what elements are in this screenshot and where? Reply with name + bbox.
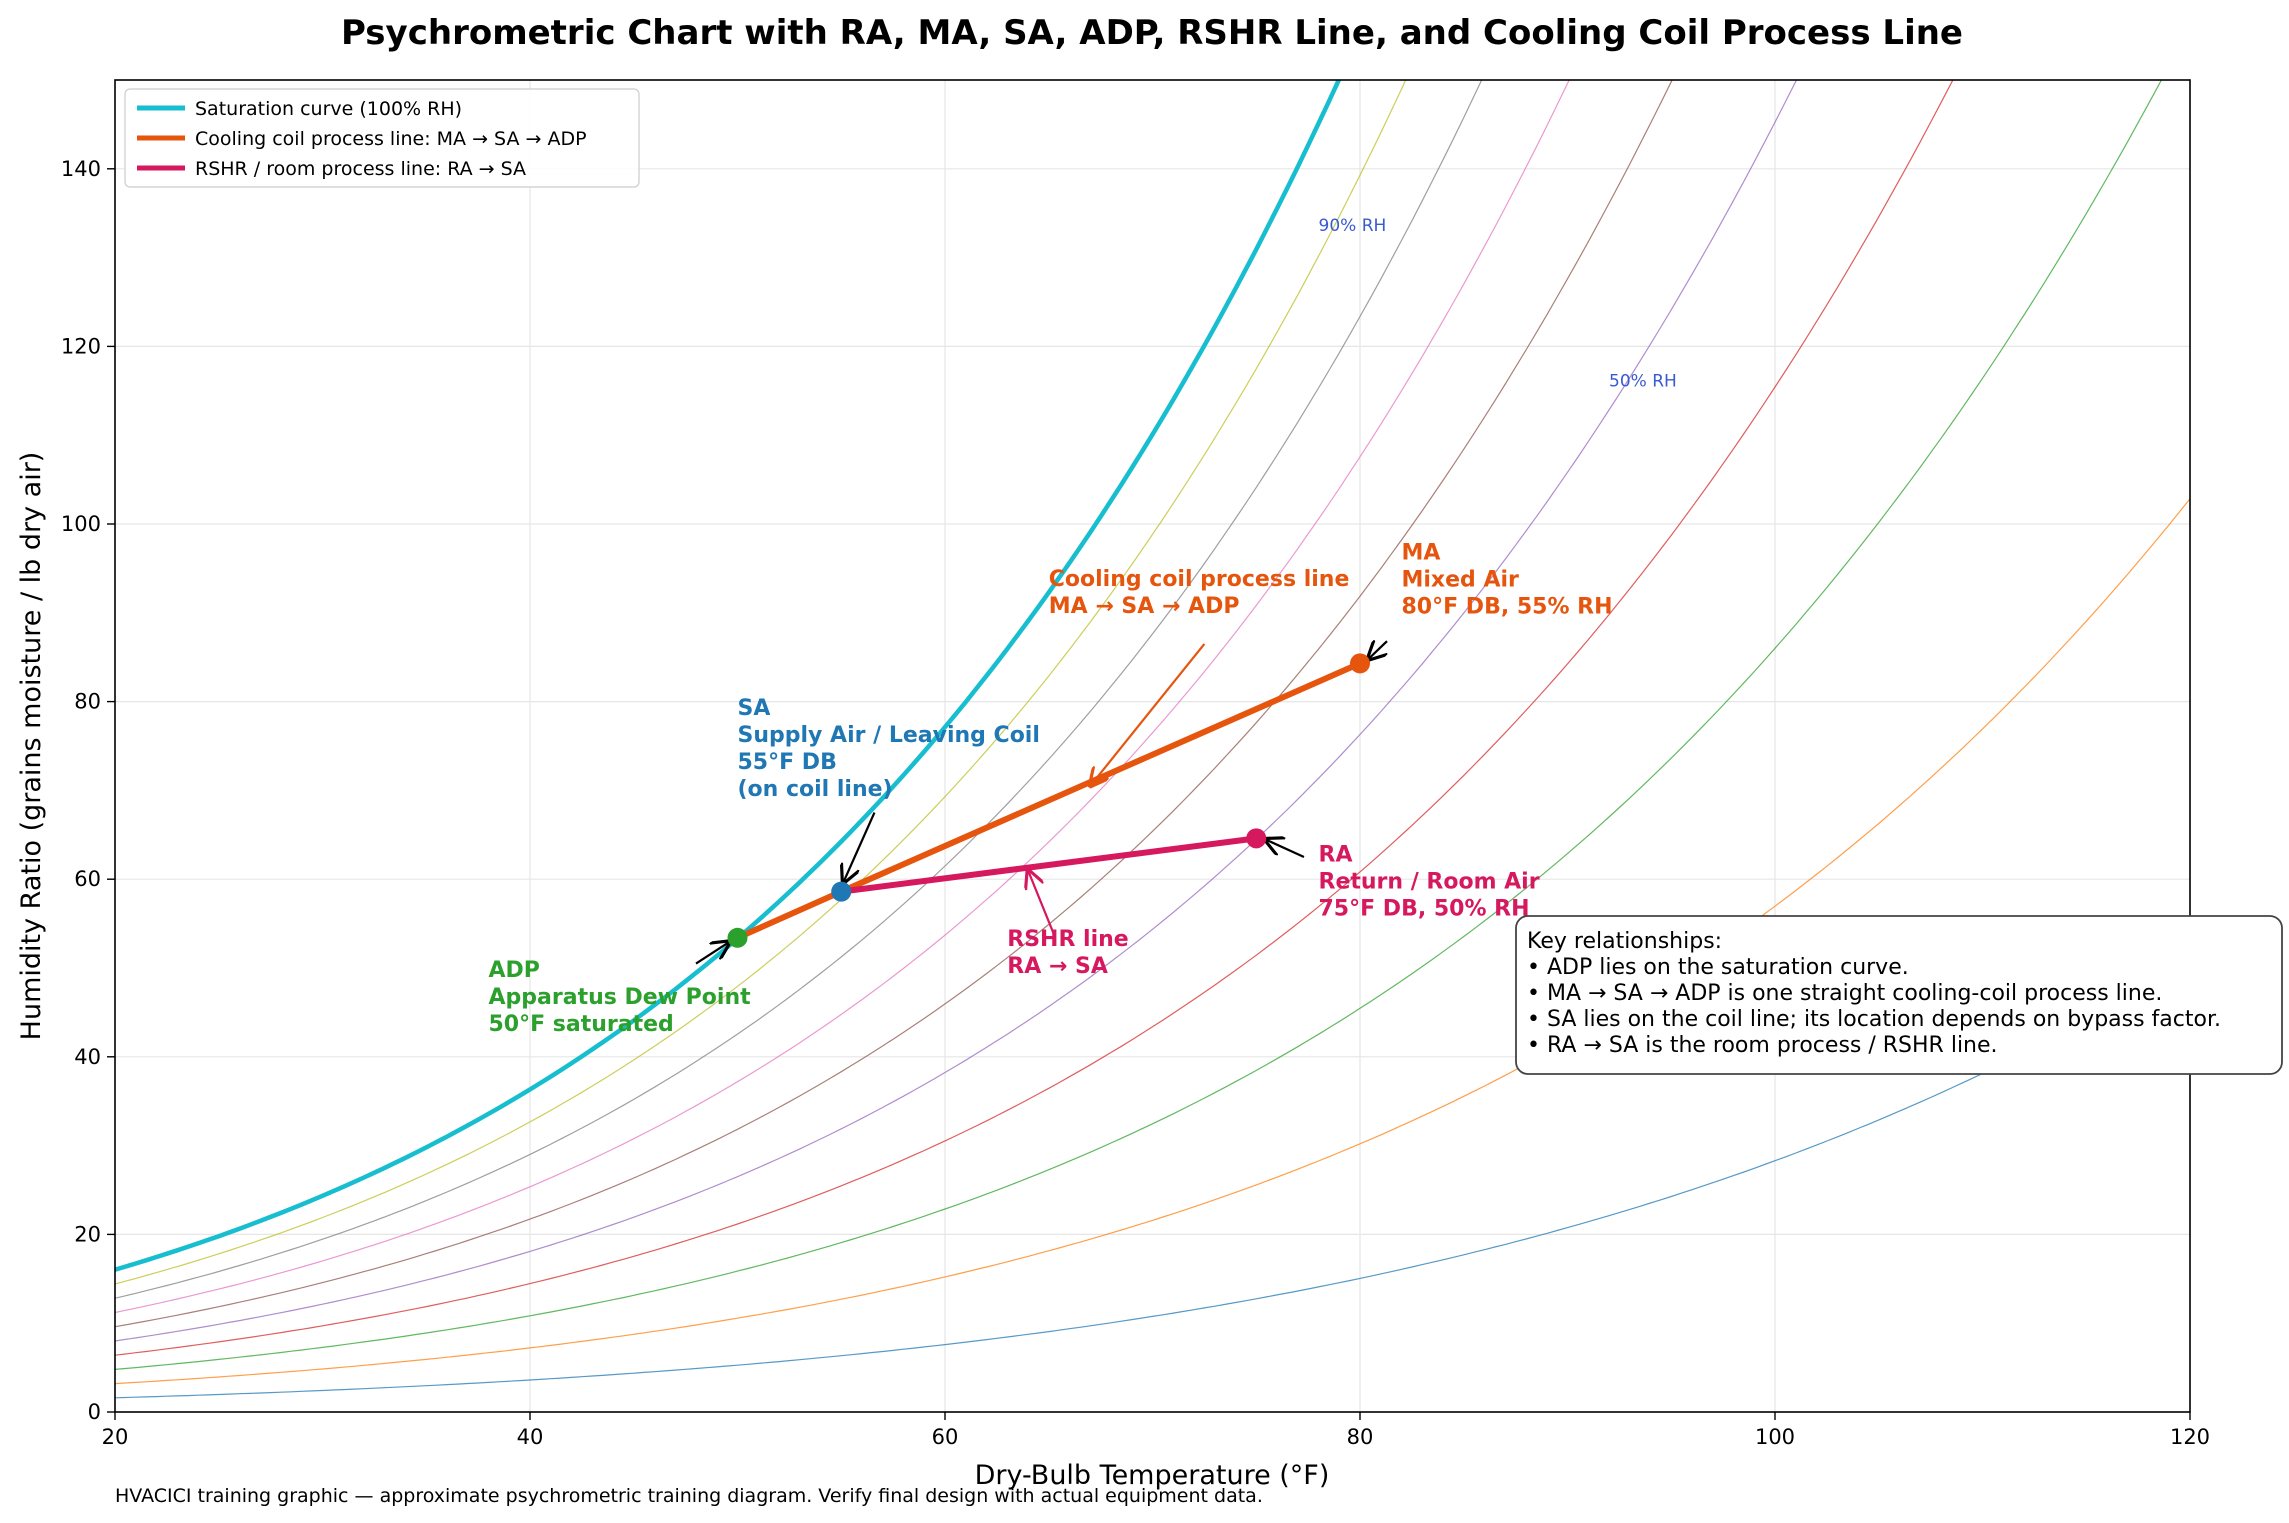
y-tick-label: 20	[74, 1222, 101, 1246]
x-tick-label: 40	[517, 1425, 544, 1449]
x-tick-label: 20	[102, 1425, 129, 1449]
arrow-ma	[1368, 641, 1388, 659]
key-box-line: • MA → SA → ADP is one straight cooling-…	[1527, 981, 2162, 1006]
y-tick-label: 0	[88, 1400, 101, 1424]
state-point-ra	[1246, 828, 1267, 849]
x-tick-label: 100	[1755, 1425, 1795, 1449]
arrow-sa	[843, 812, 876, 883]
legend: Saturation curve (100% RH) Cooling coil …	[124, 88, 640, 188]
rh-curve-10	[115, 960, 2190, 1399]
saturation-curve	[115, 80, 1342, 1272]
y-axis-label: Humidity Ratio (grains moisture / lb dry…	[16, 452, 47, 1041]
rh-curve-70	[115, 80, 1570, 1314]
x-axis: 20 40 60 80 100 120	[102, 1412, 2210, 1449]
grid	[114, 80, 2191, 1413]
rh-curve-60	[115, 80, 1673, 1328]
point-label-ra: RA Return / Room Air 75°F DB, 50% RH	[1319, 842, 1540, 921]
key-box-frame	[1515, 915, 2283, 1075]
point-label-sa: SA Supply Air / Leaving Coil 55°F DB (on co…	[738, 696, 1040, 802]
legend-label-saturation: Saturation curve (100% RH)	[195, 98, 462, 120]
y-tick-label: 100	[61, 512, 101, 536]
arrow-adp	[695, 942, 730, 965]
y-tick-label: 60	[74, 867, 101, 891]
x-tick-label: 60	[932, 1425, 959, 1449]
y-tick-label: 140	[61, 157, 101, 181]
chart-title: Psychrometric Chart with RA, MA, SA, ADP…	[341, 13, 1963, 53]
annotation-label: RSHR line RA → SA	[1007, 927, 1128, 979]
rh-label: 50% RH	[1609, 371, 1677, 391]
rh-curve-30	[115, 80, 2163, 1370]
x-tick-label: 120	[2170, 1425, 2210, 1449]
x-axis-label: Dry-Bulb Temperature (°F)	[975, 1460, 1330, 1491]
rh-curves	[115, 80, 2190, 1399]
point-labels: MA Mixed Air 80°F DB, 55% RH SA Supply Air /…	[489, 541, 1613, 1037]
y-tick-label: 80	[74, 690, 101, 714]
rh-curve-90	[115, 80, 1407, 1285]
rshr-process-line	[838, 835, 1260, 895]
legend-label-coil: Cooling coil process line: MA → SA → ADP	[195, 128, 587, 150]
key-box-line: • RA → SA is the room process / RSHR lin…	[1527, 1033, 1998, 1058]
annotation-arrow	[1090, 643, 1206, 786]
state-point-adp	[727, 927, 748, 948]
y-tick-label: 120	[61, 334, 101, 358]
x-tick-label: 80	[1347, 1425, 1374, 1449]
state-point-ma	[1350, 653, 1370, 674]
annotation-arrow	[1028, 870, 1056, 938]
state-points	[727, 653, 1370, 948]
annotation-label: Cooling coil process line MA → SA → ADP	[1049, 567, 1350, 619]
rh-curve-80	[115, 80, 1483, 1299]
rh-curve-50	[115, 80, 1798, 1342]
arrow-ra	[1265, 839, 1305, 859]
point-label-adp: ADP Apparatus Dew Point 50°F saturated	[489, 958, 752, 1037]
rh-label: 90% RH	[1319, 216, 1387, 236]
point-label-ma: MA Mixed Air 80°F DB, 55% RH	[1402, 541, 1613, 620]
annotation-arrows	[695, 641, 1388, 965]
footnote: HVACICI training graphic — approximate p…	[115, 1485, 1263, 1507]
rh-curve-40	[115, 80, 1954, 1356]
key-box-line: • ADP lies on the saturation curve.	[1527, 955, 1909, 980]
plot-frame	[114, 79, 2191, 1413]
key-box-title: Key relationships:	[1527, 929, 1722, 954]
state-point-sa	[831, 881, 852, 902]
y-tick-label: 40	[74, 1045, 101, 1069]
legend-box	[124, 88, 640, 188]
rh-curve-20	[115, 498, 2190, 1385]
rh-labels: 90% RH 50% RH	[1319, 216, 1677, 391]
y-axis: 0 20 40 60 80 100 120 140	[61, 157, 115, 1424]
key-relationships-box: Key relationships: • ADP lies on the sat…	[1515, 915, 2283, 1075]
key-box-line: • SA lies on the coil line; its location…	[1527, 1007, 2221, 1032]
legend-label-rshr: RSHR / room process line: RA → SA	[195, 158, 526, 180]
